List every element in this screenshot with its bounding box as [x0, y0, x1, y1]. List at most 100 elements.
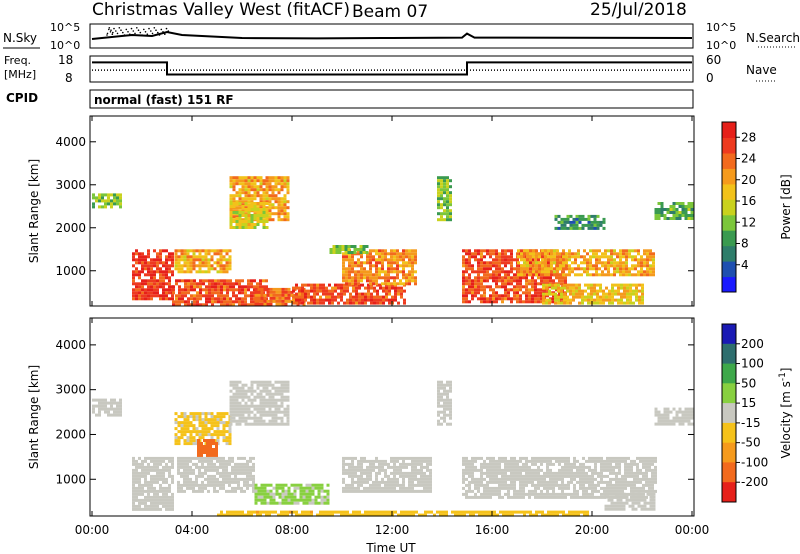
data-cell [231, 465, 234, 469]
data-cell [253, 226, 257, 229]
data-cell [229, 288, 232, 292]
data-cell [243, 465, 246, 469]
data-cell [256, 392, 260, 396]
data-cell [210, 459, 213, 463]
data-cell [596, 220, 600, 224]
data-cell [216, 252, 220, 256]
data-cell [274, 182, 278, 186]
data-cell [483, 249, 486, 253]
data-cell [183, 465, 186, 469]
data-cell [409, 513, 412, 517]
data-cell [408, 255, 411, 259]
data-cell [629, 283, 632, 287]
data-cell [162, 465, 165, 469]
data-cell [144, 456, 147, 460]
data-cell [504, 273, 507, 277]
data-cell [507, 474, 510, 478]
data-cell [357, 252, 360, 256]
data-cell [631, 249, 634, 253]
data-cell [342, 258, 345, 262]
data-cell [232, 220, 236, 223]
data-cell [516, 258, 519, 262]
data-cell [345, 273, 348, 277]
data-cell [201, 480, 204, 484]
data-cell [384, 255, 387, 259]
data-cell [625, 249, 628, 253]
data-cell [238, 416, 242, 420]
data-cell [372, 276, 375, 280]
data-cell [437, 179, 440, 183]
data-cell [598, 273, 601, 277]
data-cell [408, 471, 411, 475]
data-cell [623, 295, 626, 299]
data-cell [560, 220, 564, 224]
data-cell [571, 270, 574, 274]
data-cell [110, 205, 113, 209]
data-cell [414, 258, 417, 262]
data-cell [578, 289, 581, 293]
data-cell [165, 465, 168, 469]
data-cell [531, 474, 534, 478]
data-cell [603, 465, 606, 469]
data-cell [253, 176, 257, 180]
data-cell [663, 217, 667, 220]
data-cell [354, 471, 357, 475]
data-cell [446, 203, 449, 207]
data-cell [621, 477, 624, 481]
data-cell [265, 208, 269, 211]
data-cell [604, 264, 607, 268]
data-cell [591, 489, 594, 493]
data-cell [632, 301, 635, 305]
data-cell [235, 297, 238, 301]
data-cell [211, 300, 214, 304]
data-cell [296, 498, 300, 502]
data-cell [418, 513, 421, 517]
data-cell [225, 412, 229, 416]
data-cell [538, 261, 541, 265]
data-cell [558, 471, 561, 475]
data-cell [534, 474, 537, 478]
data-cell [347, 248, 351, 251]
data-cell [192, 267, 196, 271]
data-cell [213, 477, 216, 481]
data-cell [576, 489, 579, 493]
data-cell [175, 300, 178, 304]
data-cell [260, 492, 264, 496]
data-cell [354, 273, 357, 277]
data-cell [265, 398, 269, 402]
data-cell [241, 214, 245, 217]
data-cell [358, 292, 361, 296]
colorbar-swatch [722, 168, 736, 185]
data-cell [513, 462, 516, 466]
data-cell [672, 214, 676, 217]
data-cell [403, 289, 406, 293]
data-cell [259, 188, 263, 192]
data-cell [253, 212, 257, 216]
data-cell [538, 255, 541, 259]
data-cell [585, 459, 588, 463]
data-cell [359, 248, 363, 251]
data-cell [446, 179, 449, 183]
data-cell [399, 465, 402, 469]
data-cell [348, 465, 351, 469]
data-cell [351, 261, 354, 265]
data-cell [301, 301, 304, 305]
data-cell [446, 383, 449, 387]
data-cell [610, 264, 613, 268]
data-cell [449, 404, 452, 408]
data-cell [449, 200, 452, 204]
data-cell [268, 407, 272, 411]
data-cell [486, 300, 489, 304]
data-cell [602, 217, 606, 221]
data-cell [286, 215, 290, 219]
data-cell [295, 292, 298, 296]
data-cell [631, 264, 634, 268]
data-cell [280, 380, 284, 384]
data-cell [420, 489, 423, 493]
data-cell [388, 298, 391, 302]
data-cell [269, 296, 273, 300]
data-cell [132, 282, 135, 286]
data-cell [537, 465, 540, 469]
data-cell [266, 492, 270, 496]
data-cell [198, 433, 202, 437]
